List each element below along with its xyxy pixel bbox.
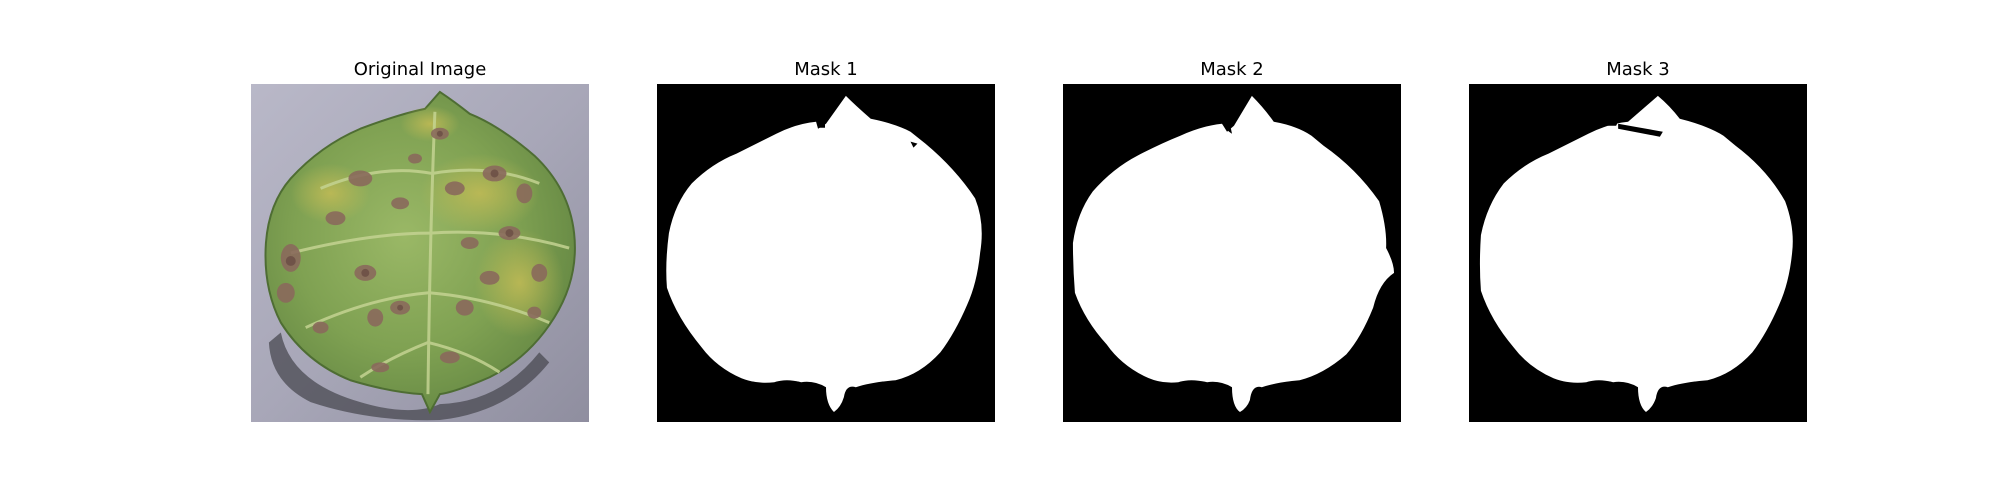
panel-title: Mask 2	[1200, 59, 1264, 80]
mask-image	[1469, 84, 1807, 422]
mask-image	[1063, 84, 1401, 422]
panel-title: Mask 3	[1606, 59, 1670, 80]
leaf-photo	[251, 84, 589, 422]
panel-mask-2: Mask 2	[1063, 58, 1401, 428]
mask-image	[657, 84, 995, 422]
panel-title: Original Image	[353, 59, 487, 80]
panel-mask-1: Mask 1	[657, 58, 995, 428]
panel-title: Mask 1	[794, 59, 858, 80]
panel-mask-3: Mask 3	[1469, 58, 1807, 428]
panel-original-image: Original Image	[251, 58, 589, 428]
